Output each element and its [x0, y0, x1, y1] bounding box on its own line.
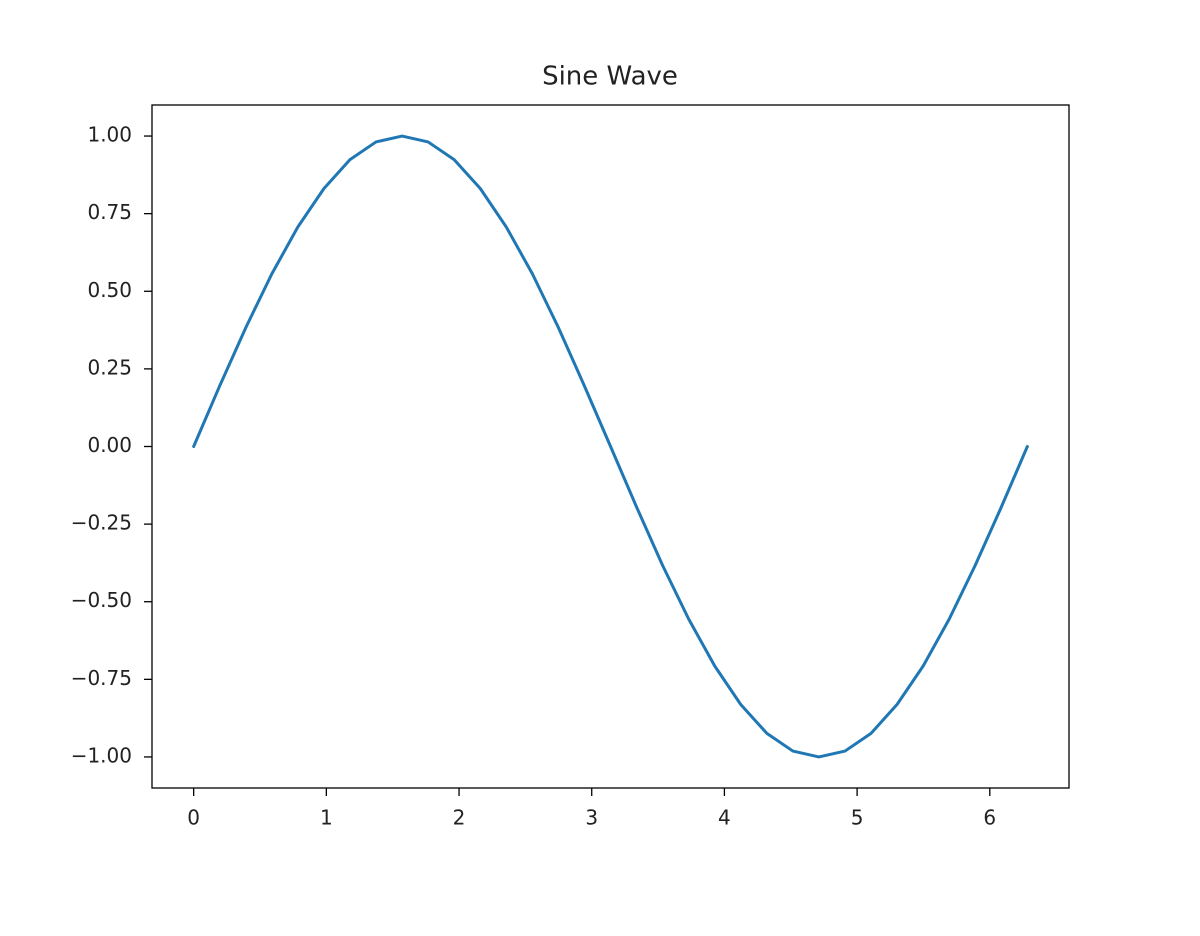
y-tick-label: 1.00: [87, 123, 132, 147]
y-tick-label: −0.50: [71, 588, 132, 612]
y-tick-label: −1.00: [71, 743, 132, 767]
x-tick-label: 3: [585, 806, 598, 830]
x-tick-label: 5: [851, 806, 864, 830]
chart-title: Sine Wave: [542, 62, 678, 92]
y-tick-label: 0.00: [87, 433, 132, 457]
x-tick-label: 6: [983, 806, 996, 830]
y-tick-label: 0.75: [87, 200, 132, 224]
y-tick-label: 0.50: [87, 278, 132, 302]
x-tick-label: 4: [718, 806, 731, 830]
y-tick-label: −0.25: [71, 511, 132, 535]
y-tick-label: 0.25: [87, 355, 132, 379]
x-tick-label: 0: [187, 806, 200, 830]
y-tick-label: −0.75: [71, 666, 132, 690]
x-tick-label: 1: [320, 806, 333, 830]
x-tick-label: 2: [453, 806, 466, 830]
line-series: [192, 134, 1029, 759]
